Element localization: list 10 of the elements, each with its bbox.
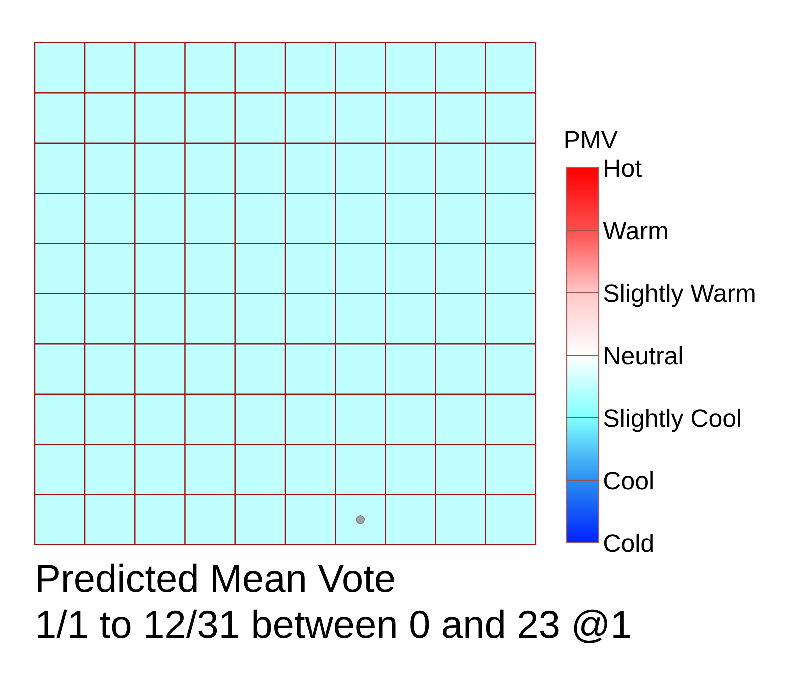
color-bar-label: Cold xyxy=(604,534,653,552)
color-bar-label: Warm xyxy=(603,222,668,240)
text: 1/1 to 12/31 between 0 and 23 @1 xyxy=(38,610,630,644)
color-bar-title: PMV xyxy=(566,131,618,149)
color-bar-label: Neutral xyxy=(605,346,682,365)
color-bar-label: Cool xyxy=(604,471,653,490)
color-bar-label: Slightly Cool xyxy=(604,408,740,432)
color-bar-label: Hot xyxy=(605,160,642,178)
color-bar-label: Slightly Warm xyxy=(604,284,755,308)
text: Predicted Mean Vote xyxy=(38,564,394,592)
